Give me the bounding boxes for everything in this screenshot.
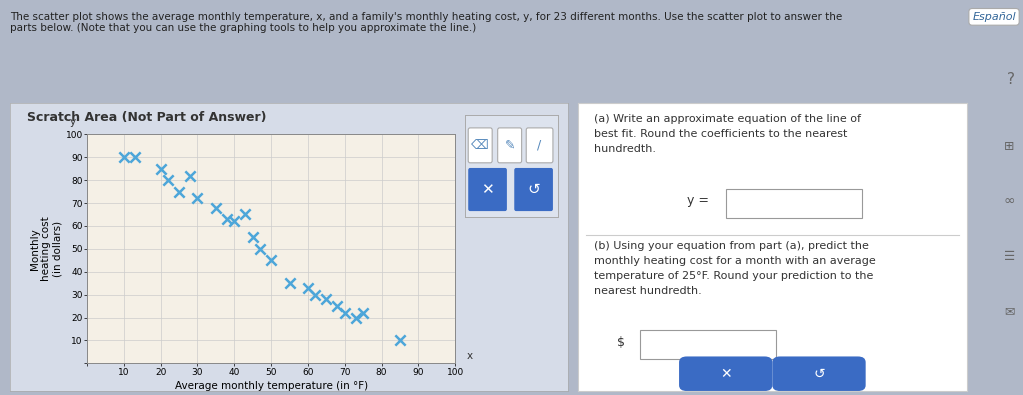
Point [171,188,187,195]
FancyBboxPatch shape [469,168,507,211]
Text: x: x [466,351,473,361]
Text: The scatter plot shows the average monthly temperature, x, and a family's monthl: The scatter plot shows the average month… [10,12,843,34]
FancyBboxPatch shape [469,128,492,163]
Point [337,310,353,316]
Point [300,285,316,291]
Point [329,303,346,309]
Point [281,280,298,286]
Text: ✕: ✕ [481,182,494,197]
FancyBboxPatch shape [498,128,522,163]
Point [116,154,132,160]
FancyBboxPatch shape [679,356,772,391]
Text: ⊞: ⊞ [1005,140,1015,152]
Text: ⌫: ⌫ [472,139,489,152]
Point [189,195,206,201]
Point [392,337,408,344]
Text: ∞: ∞ [1004,194,1015,209]
Text: y =: y = [686,194,709,207]
Text: ↺: ↺ [527,182,540,197]
Point [263,257,279,263]
X-axis label: Average monthly temperature (in °F): Average monthly temperature (in °F) [175,381,367,391]
Point [127,154,143,160]
Text: ☰: ☰ [1004,250,1015,263]
Point [152,166,169,172]
Text: ?: ? [1007,71,1015,87]
FancyBboxPatch shape [515,168,552,211]
Text: Scratch Area (Not Part of Answer): Scratch Area (Not Part of Answer) [27,111,266,124]
Point [252,246,268,252]
Text: Español: Español [972,12,1016,22]
Point [219,216,235,222]
Point [226,218,242,224]
Y-axis label: Monthly
heating cost
(in dollars): Monthly heating cost (in dollars) [30,216,62,281]
Text: $: $ [617,335,625,348]
Text: y: y [70,117,76,128]
Point [237,211,254,218]
FancyBboxPatch shape [772,356,865,391]
Text: ✉: ✉ [1005,306,1015,318]
Text: ✕: ✕ [720,367,731,381]
Text: (b) Using your equation from part (a), predict the
monthly heating cost for a mo: (b) Using your equation from part (a), p… [593,241,876,295]
Point [208,205,224,211]
Point [307,292,323,298]
Point [182,172,198,179]
Text: /: / [537,139,541,152]
Point [160,177,176,183]
Point [318,296,335,303]
Text: (a) Write an approximate equation of the line of
best fit. Round the coefficient: (a) Write an approximate equation of the… [593,114,860,154]
Text: ↺: ↺ [813,367,825,381]
Point [244,234,261,241]
FancyBboxPatch shape [526,128,552,163]
Point [355,310,371,316]
Point [348,314,364,321]
Text: ✎: ✎ [504,139,515,152]
